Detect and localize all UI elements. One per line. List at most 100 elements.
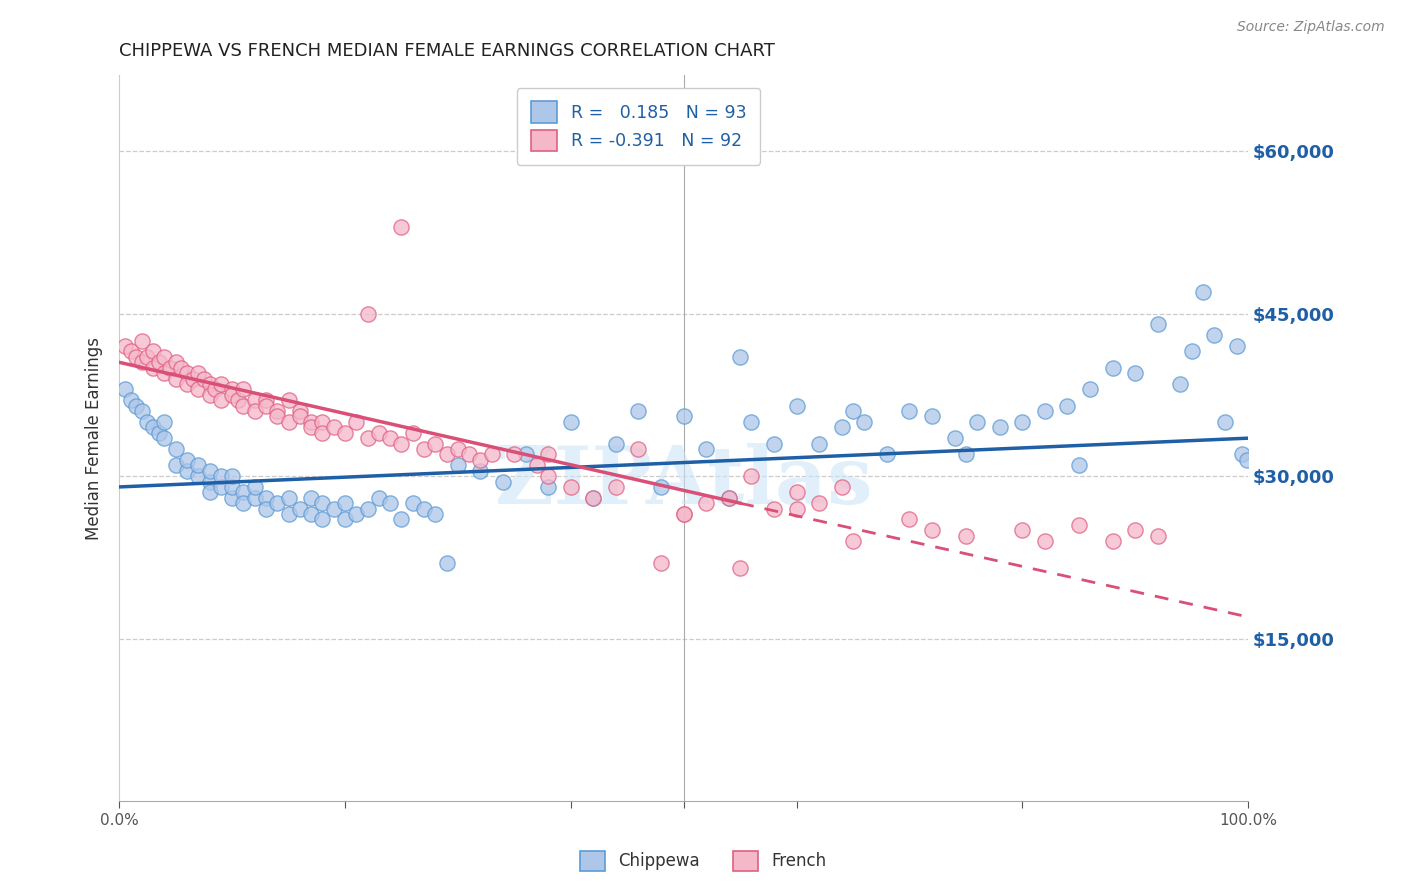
Point [537,480,560,494]
Point [1067,517,1090,532]
Point [1192,285,1215,299]
Point [898,512,921,526]
Point [672,507,695,521]
Point [187,366,209,380]
Point [204,383,226,397]
Point [627,442,650,456]
Point [605,436,627,450]
Point [232,485,254,500]
Point [198,376,221,391]
Point [627,404,650,418]
Point [717,491,740,505]
Y-axis label: Median Female Earnings: Median Female Earnings [86,336,103,540]
Point [470,464,492,478]
Point [425,507,447,521]
Point [299,491,322,505]
Point [650,480,672,494]
Point [142,360,165,375]
Point [193,371,215,385]
Point [605,480,627,494]
Point [943,431,966,445]
Point [153,431,176,445]
Point [153,415,176,429]
Point [695,442,717,456]
Point [1215,415,1237,429]
Point [380,431,402,445]
Point [311,496,333,510]
Point [131,355,153,369]
Point [356,431,378,445]
Point [808,496,831,510]
Point [842,534,865,549]
Point [402,425,425,440]
Point [187,383,209,397]
Point [1146,318,1168,332]
Point [165,442,187,456]
Point [243,480,266,494]
Point [436,556,458,570]
Point [209,376,232,391]
Point [391,436,413,450]
Point [1056,399,1078,413]
Point [481,447,503,461]
Point [277,393,299,408]
Point [921,523,943,537]
Point [717,491,740,505]
Point [232,383,254,397]
Point [1011,523,1033,537]
Point [537,447,560,461]
Point [254,393,277,408]
Point [114,383,136,397]
Point [299,507,322,521]
Point [762,501,785,516]
Point [786,399,808,413]
Point [120,393,142,408]
Point [1101,534,1123,549]
Point [176,464,198,478]
Point [1123,523,1146,537]
Point [1123,366,1146,380]
Point [198,475,221,489]
Point [537,469,560,483]
Point [367,425,389,440]
Point [966,415,988,429]
Point [1168,376,1191,391]
Point [125,399,148,413]
Point [209,480,232,494]
Point [120,344,142,359]
Point [209,469,232,483]
Point [1067,458,1090,473]
Point [198,485,221,500]
Point [1181,344,1204,359]
Point [221,383,243,397]
Text: ZIPAtlas: ZIPAtlas [495,442,872,521]
Point [181,371,204,385]
Point [277,491,299,505]
Point [226,393,249,408]
Point [447,458,470,473]
Point [254,501,277,516]
Point [311,512,333,526]
Point [187,458,209,473]
Point [1204,328,1226,343]
Point [762,436,785,450]
Point [277,507,299,521]
Point [142,420,165,434]
Point [728,561,751,575]
Point [114,339,136,353]
Point [1232,447,1254,461]
Point [311,425,333,440]
Point [853,415,876,429]
Point [560,480,582,494]
Point [672,507,695,521]
Point [402,496,425,510]
Point [831,420,853,434]
Point [425,436,447,450]
Point [413,501,436,516]
Point [142,344,165,359]
Legend: R =   0.185   N = 93, R = -0.391   N = 92: R = 0.185 N = 93, R = -0.391 N = 92 [517,87,761,165]
Point [148,355,170,369]
Point [447,442,470,456]
Point [831,480,853,494]
Point [1236,453,1258,467]
